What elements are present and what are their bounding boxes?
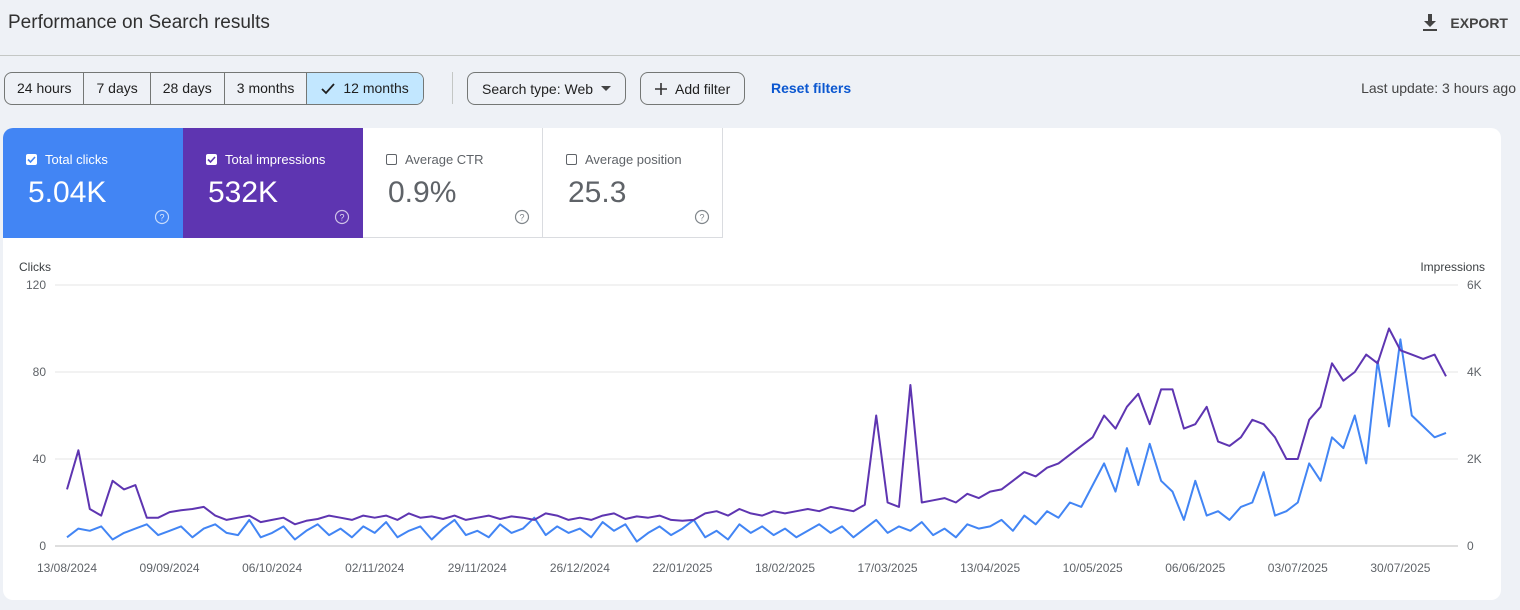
date-range-label: 3 months: [236, 80, 295, 96]
y2-tick-label: 0: [1467, 539, 1474, 553]
x-tick-label: 13/08/2024: [37, 561, 97, 575]
x-tick-label: 10/05/2025: [1063, 561, 1123, 575]
y-tick-label: 40: [33, 452, 47, 466]
y-tick-label: 80: [33, 365, 47, 379]
checkbox-check: [27, 156, 36, 164]
y2-tick-label: 2K: [1467, 452, 1482, 466]
x-tick-label: 06/06/2025: [1165, 561, 1225, 575]
search-type-label: Search type: Web: [482, 80, 594, 97]
export-button[interactable]: EXPORT: [1422, 14, 1508, 32]
help-circle: [514, 209, 530, 225]
date-range-button[interactable]: 28 days: [151, 73, 225, 104]
add-filter-label: Add filter: [675, 80, 731, 97]
metric-value: 0.9%: [388, 176, 457, 209]
metric-label: Total impressions: [225, 152, 326, 167]
reset-filters-link[interactable]: Reset filters: [771, 80, 852, 96]
x-tick-label: 02/11/2024: [345, 561, 404, 575]
divider: [0, 55, 1520, 56]
metric-label: Average CTR: [405, 152, 484, 167]
help-mark: ?: [699, 213, 704, 223]
date-range-button[interactable]: 7 days: [84, 73, 151, 104]
separator: [452, 72, 453, 104]
date-range-label: 12 months: [343, 80, 409, 96]
y-axis-title: Clicks: [19, 260, 51, 274]
metric-label: Total clicks: [45, 152, 108, 167]
chart: Clicks Impressions 0 40 80 120 0 2K 4K 6K 13/08/20…: [19, 260, 1485, 575]
x-tick-label: 13/04/2025: [960, 561, 1020, 575]
check-mark: [321, 82, 336, 94]
metric-label: Average position: [585, 152, 682, 167]
date-range-button[interactable]: 3 months: [225, 73, 308, 104]
last-update: Last update: 3 hours ago: [1361, 80, 1516, 96]
help-icon: ?: [154, 209, 170, 225]
date-range-label: 24 hours: [17, 80, 72, 96]
help-mark: ?: [519, 213, 524, 223]
date-range-button[interactable]: 12 months: [307, 73, 423, 104]
help-mark: ?: [159, 213, 164, 223]
metric-tile[interactable]: Total clicks 5.04K?: [3, 128, 183, 238]
x-tick-label: 03/07/2025: [1268, 561, 1328, 575]
y-tick-label: 120: [26, 278, 46, 292]
check-mark: [207, 156, 216, 164]
y2-tick-label: 4K: [1467, 365, 1482, 379]
y-tick-label: 0: [39, 539, 46, 553]
metric-checkbox: [386, 154, 397, 165]
page-title: Performance on Search results: [8, 12, 270, 33]
x-tick-label: 06/10/2024: [242, 561, 302, 575]
x-tick-label: 17/03/2025: [858, 561, 918, 575]
date-range-label: 7 days: [96, 80, 138, 96]
help-circle: [694, 209, 710, 225]
help-circle: [154, 209, 170, 225]
download-icon: [1423, 14, 1438, 31]
metric-value: 532K: [208, 176, 279, 209]
metric-tile[interactable]: Total impressions 532K?: [183, 128, 363, 238]
check-icon: [321, 82, 336, 94]
export-label: EXPORT: [1450, 15, 1508, 31]
x-tick-label: 09/09/2024: [140, 561, 200, 575]
date-range-group: 24 hours 7 days 28 days 3 months 12 months: [4, 72, 424, 105]
metric-label-row: Average CTR: [386, 152, 484, 167]
metric-checkbox: [566, 154, 577, 165]
search-type-button[interactable]: Search type: Web: [467, 72, 627, 105]
metric-value: 5.04K: [28, 176, 107, 209]
checkbox-check: [207, 156, 216, 164]
x-tick-label: 22/01/2025: [652, 561, 712, 575]
date-range-button[interactable]: 24 hours: [5, 73, 85, 104]
y2-tick-label: 6K: [1467, 278, 1482, 292]
metric-tile[interactable]: Average CTR 0.9%?: [363, 128, 543, 238]
plus-icon: [655, 82, 667, 95]
metric-checkbox: [206, 154, 217, 165]
series-line: [66, 338, 1447, 543]
x-tick-label: 29/11/2024: [448, 561, 507, 575]
metric-label-row: Total impressions: [206, 152, 325, 167]
add-filter-button[interactable]: Add filter: [640, 72, 746, 105]
date-range-label: 28 days: [162, 80, 212, 96]
help-circle: [334, 209, 350, 225]
help-icon: ?: [694, 209, 710, 225]
x-tick-label: 30/07/2025: [1370, 561, 1430, 575]
dropdown-icon: [601, 85, 612, 91]
help-icon: ?: [514, 209, 530, 225]
metric-label-row: Average position: [566, 152, 682, 167]
performance-card: Total clicks 5.04K? Total impressions 532K?…: [3, 128, 1501, 600]
series-line: [66, 327, 1447, 526]
y2-axis-title: Impressions: [1420, 260, 1485, 274]
metric-checkbox: [26, 154, 37, 165]
help-icon: ?: [334, 209, 350, 225]
x-tick-label: 26/12/2024: [550, 561, 610, 575]
check-mark: [27, 156, 36, 164]
x-tick-label: 18/02/2025: [755, 561, 815, 575]
metric-value: 25.3: [568, 176, 627, 209]
metric-tile[interactable]: Average position 25.3?: [543, 128, 723, 238]
metric-label-row: Total clicks: [26, 152, 108, 167]
help-mark: ?: [339, 213, 344, 223]
